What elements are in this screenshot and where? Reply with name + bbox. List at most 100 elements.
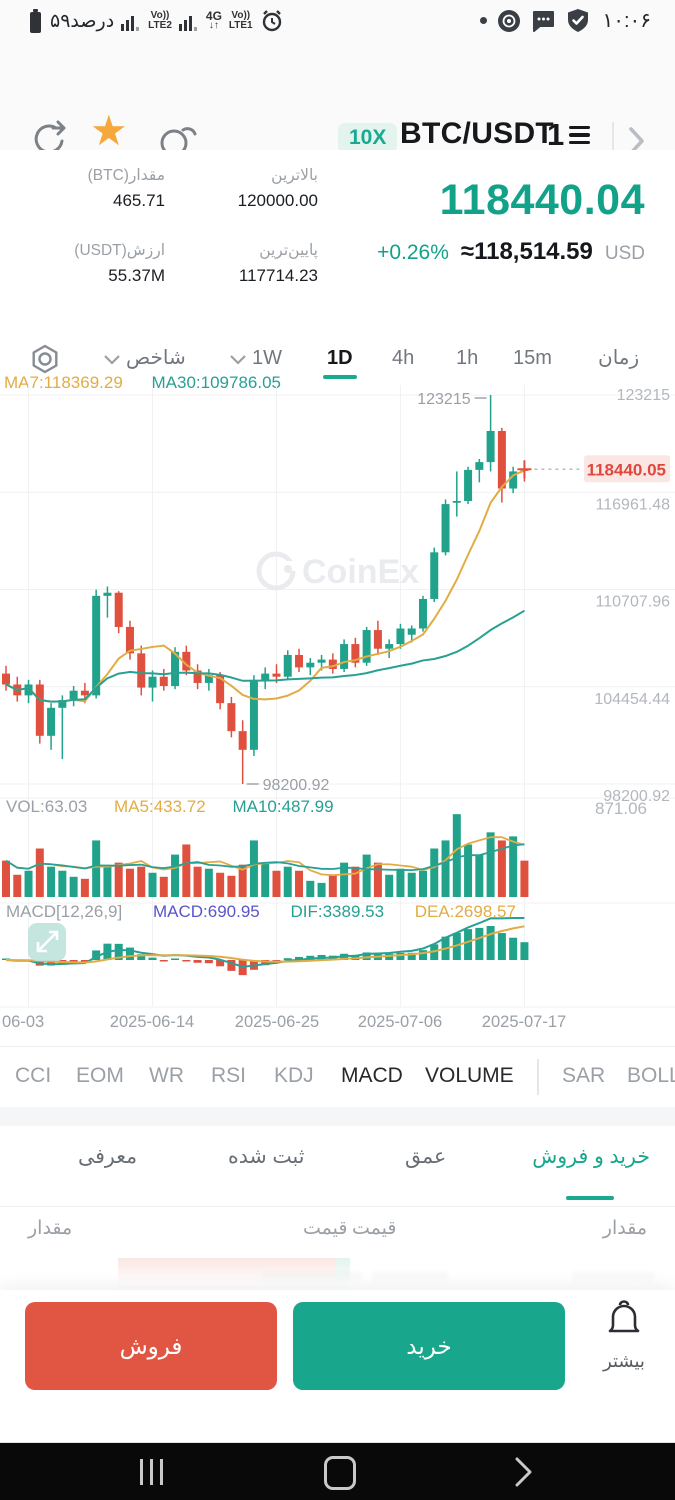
date-tick: 06-03 <box>2 1013 45 1031</box>
ma30-label: MA30:109786.05 <box>151 373 282 392</box>
svg-text:118440.05: 118440.05 <box>587 460 666 479</box>
stat-high: بالاترین 120000.00 <box>237 167 318 210</box>
usd-unit: USD <box>604 243 645 264</box>
tab-15m[interactable]: 15m <box>513 347 552 369</box>
shield-check-icon <box>568 9 589 32</box>
orderbook-style-icon[interactable]: 1 <box>547 119 591 150</box>
usd-value: ≈118,514.59 <box>460 238 593 265</box>
stat-amount: مقدار(BTC) 465.71 <box>87 167 165 210</box>
tab-1w[interactable]: 1W <box>252 347 282 369</box>
tab-trades[interactable]: خرید و فروش <box>532 1145 650 1168</box>
notification-dot-icon <box>480 17 488 24</box>
dea-label: DEA:2698.57 <box>414 902 516 921</box>
indicator-tab-volume[interactable]: VOLUME <box>425 1064 514 1087</box>
signal-bars-icon <box>121 16 140 31</box>
svg-text:110707.96: 110707.96 <box>596 594 671 611</box>
ma-labels: MA7:118369.29 MA30:109786.05 <box>4 373 281 393</box>
indicator-tab-eom[interactable]: EOM <box>76 1064 124 1087</box>
col-amount-buy: مقدار <box>602 1218 647 1239</box>
action-bar: فروش خرید بیشتر <box>0 1290 675 1442</box>
col-amount-sell: مقدار <box>28 1218 73 1239</box>
pair-title[interactable]: BTC/USDT <box>400 117 555 150</box>
battery-icon <box>30 9 41 33</box>
col-price-sell: قیمت <box>303 1218 348 1239</box>
lte1-indicator: Vo)) LTE1 <box>228 10 253 31</box>
date-tick: 2025-07-06 <box>357 1013 443 1031</box>
indicator-tab-macd[interactable]: MACD <box>341 1064 403 1087</box>
header-divider <box>612 122 614 152</box>
lte2-indicator: Vo)) LTE2 <box>148 10 172 31</box>
indicator-tab-rsi[interactable]: RSI <box>211 1064 247 1087</box>
price-secondary-row: +0.26% ≈118,514.59 USD <box>377 238 645 266</box>
share-icon[interactable] <box>26 116 72 162</box>
active-tab-underline <box>323 375 357 379</box>
bottom-fade-overlay <box>0 1248 675 1292</box>
vol-ma5-label: MA5:433.72 <box>114 797 206 816</box>
svg-text:104454.44: 104454.44 <box>594 691 670 708</box>
network-4g-indicator: 4G ↓↑ <box>205 9 222 31</box>
last-price: 118440.04 <box>439 176 645 224</box>
stat-value: ارزش(USDT) 55.37M <box>74 242 165 285</box>
back-button[interactable] <box>514 1457 534 1487</box>
svg-text:CoinEx: CoinEx <box>302 553 419 591</box>
stat-low: پایین‌ترین 117714.23 <box>238 242 318 285</box>
section-gap <box>0 1107 675 1126</box>
indicator-tabs: CCI EOM WR RSI KDJ MACD VOLUME SAR BOLL <box>0 1046 675 1108</box>
indicator-selector[interactable]: شاخص <box>126 347 186 369</box>
chevron-right-icon[interactable] <box>628 126 646 156</box>
indicator-tab-wr[interactable]: WR <box>149 1064 184 1087</box>
alarm-icon <box>262 10 281 32</box>
indicator-tabs-divider <box>537 1059 539 1095</box>
status-left-cluster: ۵۹درصد Vo)) LTE2 4G ↓↑ Vo)) LTE1 <box>28 8 284 34</box>
buy-button[interactable]: خرید <box>293 1302 565 1390</box>
orderbook-header: مقدار قیمت قیمت مقدار <box>0 1206 675 1253</box>
svg-text:123215: 123215 <box>617 387 670 404</box>
macd-labels: MACD[12,26,9] MACD:690.95 DIF:3389.53 DE… <box>6 902 669 922</box>
tab-1h[interactable]: 1h <box>456 347 479 369</box>
svg-text:116961.48: 116961.48 <box>596 496 671 513</box>
favorite-star-icon[interactable]: ★ <box>90 107 128 154</box>
volume-labels: VOL:63.03 MA5:433.72 MA10:487.99 871.06 <box>6 797 669 818</box>
ticker-panel: 118440.04 +0.26% ≈118,514.59 USD بالاتری… <box>0 150 675 315</box>
indicator-tab-kdj[interactable]: KDJ <box>274 1064 314 1087</box>
more-alerts[interactable]: بیشتر <box>586 1300 662 1372</box>
indicator-tab-sar[interactable]: SAR <box>562 1064 606 1087</box>
vol-ma10-label: MA10:487.99 <box>232 797 334 816</box>
vol-label: VOL:63.03 <box>6 797 88 816</box>
recents-button[interactable] <box>140 1459 163 1485</box>
volume-axis-label: 871.06 <box>595 799 647 818</box>
top-background <box>0 0 675 150</box>
chat-bubble-icon <box>533 10 555 32</box>
svg-text:98200.92: 98200.92 <box>263 777 330 794</box>
tab-time-label[interactable]: زمان <box>598 347 640 369</box>
market-tabs: خرید و فروش عمق ثبت شده معرفی <box>0 1126 675 1206</box>
chevron-down-icon <box>104 355 120 365</box>
active-market-tab-underline <box>566 1196 614 1200</box>
svg-text:123215: 123215 <box>417 391 470 408</box>
tab-depth[interactable]: عمق <box>405 1145 447 1168</box>
indicator-tab-cci[interactable]: CCI <box>15 1064 52 1087</box>
indicator-tab-boll[interactable]: BOLL <box>627 1064 675 1087</box>
dif-label: DIF:3389.53 <box>290 902 385 921</box>
sell-button[interactable]: فروش <box>25 1302 277 1390</box>
clock-time: ۱۰:۰۶ <box>602 10 651 32</box>
svg-text:98200.92: 98200.92 <box>603 788 670 805</box>
date-tick: 2025-06-25 <box>234 1013 320 1031</box>
tab-1d[interactable]: 1D <box>327 347 353 369</box>
date-axis: 06-03 2025-06-14 2025-06-25 2025-07-06 2… <box>0 1013 675 1041</box>
tab-info[interactable]: معرفی <box>78 1145 138 1168</box>
macd-value-label: MACD:690.95 <box>152 902 260 921</box>
signal-bars-icon <box>178 16 197 31</box>
home-button[interactable] <box>324 1456 356 1490</box>
tab-orders[interactable]: ثبت شده <box>228 1145 305 1168</box>
macd-param-label: MACD[12,26,9] <box>6 902 123 921</box>
price-chart[interactable]: CoinEx 123215 98200.92 118440.05 123215 11696… <box>0 385 675 1013</box>
tab-4h[interactable]: 4h <box>392 347 415 369</box>
date-tick: 2025-06-14 <box>109 1013 195 1031</box>
android-nav-bar <box>0 1442 675 1500</box>
chevron-down-icon <box>230 355 246 365</box>
chart-settings-icon[interactable] <box>28 342 62 376</box>
col-price-buy: قیمت <box>352 1218 397 1239</box>
more-label: بیشتر <box>603 1351 645 1371</box>
